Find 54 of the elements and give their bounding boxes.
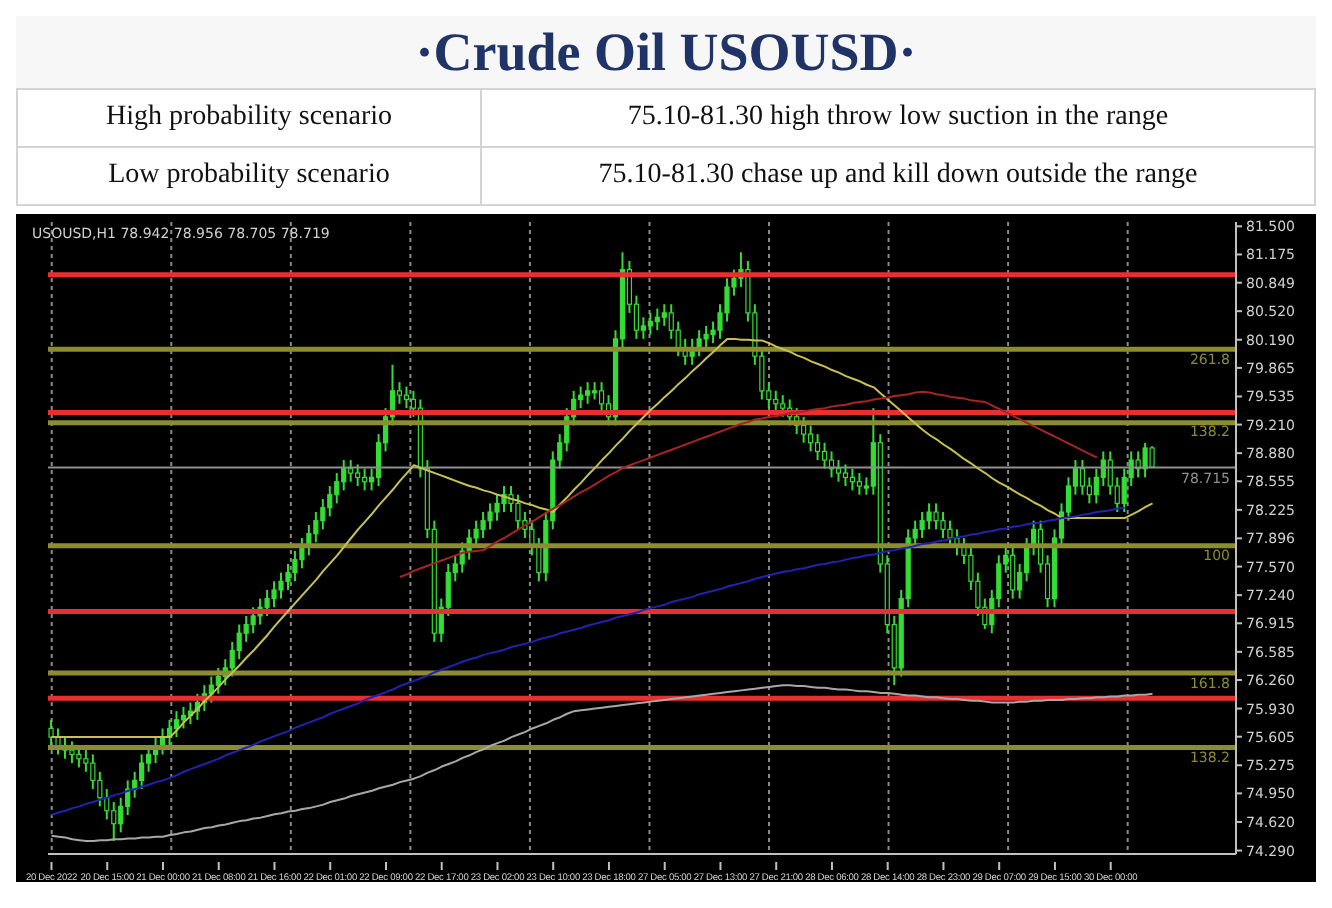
candlestick xyxy=(814,433,821,462)
candlestick xyxy=(808,424,814,453)
candlestick xyxy=(1010,545,1016,600)
candlestick xyxy=(48,718,54,747)
candlestick xyxy=(271,580,277,609)
candlestick xyxy=(243,614,249,643)
candlestick xyxy=(661,303,667,327)
candlestick xyxy=(696,329,702,358)
candlestick xyxy=(250,606,256,635)
candlestick xyxy=(348,459,354,483)
candlestick xyxy=(1079,459,1085,496)
text: 75.10-81.30 high throw low suction in the range xyxy=(481,89,1315,147)
candlestick xyxy=(487,502,493,531)
candlestick xyxy=(278,571,284,600)
text: High probability scenario xyxy=(17,89,481,147)
candlestick xyxy=(835,459,842,483)
candlestick xyxy=(773,389,779,414)
candlestick xyxy=(585,381,591,405)
chart-title: ·Crude Oil USOUSD· xyxy=(16,16,1316,88)
candlestick xyxy=(362,467,368,492)
candlestick xyxy=(118,796,124,834)
candlestick xyxy=(856,472,862,496)
text: Low probability scenario xyxy=(17,147,481,205)
candlestick xyxy=(849,467,856,492)
candlestick xyxy=(403,385,410,410)
candlestick xyxy=(703,324,709,349)
line-series xyxy=(50,506,1126,817)
line-series xyxy=(398,390,1098,578)
candlestick xyxy=(236,623,242,661)
candlestick xyxy=(355,463,361,488)
candlestick xyxy=(654,307,660,332)
candlestick xyxy=(780,394,786,418)
candlestick xyxy=(647,311,653,336)
candlestick xyxy=(821,441,828,470)
candlestick xyxy=(173,710,180,739)
candlestick xyxy=(515,493,521,531)
candlestick xyxy=(842,463,849,488)
candlestick xyxy=(264,588,270,617)
candlestick xyxy=(1135,450,1141,479)
line-series xyxy=(50,684,1154,843)
candlestick xyxy=(1142,441,1148,479)
candlestick xyxy=(215,666,221,695)
candlestick xyxy=(494,493,500,522)
candlestick xyxy=(598,381,605,414)
candlestick xyxy=(926,502,932,531)
candlestick xyxy=(801,415,807,444)
candlestick xyxy=(139,753,145,791)
candlestick xyxy=(919,511,925,539)
candlestick xyxy=(480,511,486,539)
candlestick xyxy=(933,502,939,531)
text: 75.10-81.30 chase up and kill down outside the range xyxy=(481,147,1315,205)
candlestick xyxy=(947,519,953,548)
candlestick xyxy=(940,511,946,539)
candlestick xyxy=(1086,476,1092,505)
